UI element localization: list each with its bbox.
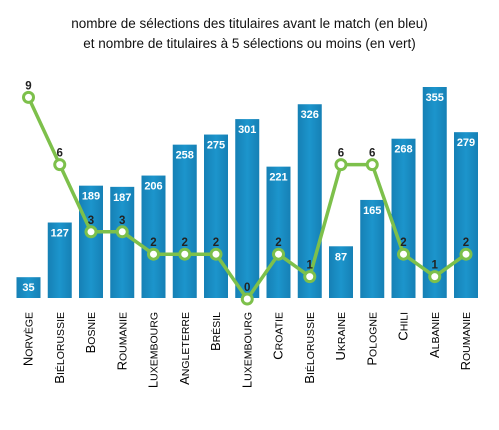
category-label: LUXEMBOURG — [239, 312, 254, 388]
bar — [360, 199, 385, 298]
bar — [16, 277, 41, 298]
chart-title-line-2: et nombre de titulaires à 5 sélections o… — [83, 36, 416, 51]
point-value-label: 1 — [432, 260, 439, 272]
bar-value-label: 279 — [457, 137, 475, 149]
bar — [47, 222, 72, 298]
line-point — [147, 247, 160, 261]
point-value-label: 6 — [57, 148, 63, 160]
bar — [391, 138, 416, 298]
point-value-label: 2 — [213, 237, 219, 249]
bar-value-label: 127 — [51, 228, 69, 240]
line-point — [53, 158, 67, 172]
bar-value-label: 301 — [238, 124, 256, 136]
bar — [172, 144, 197, 298]
category-label: BIÉLORUSSIE — [302, 312, 317, 384]
category-label: UKRAINE — [333, 312, 348, 360]
line-point — [209, 247, 223, 261]
bar — [329, 246, 353, 298]
bar-value-label: 326 — [301, 109, 319, 121]
bar-value-label: 275 — [207, 140, 225, 152]
chart-title: nombre de sélections des titulaires avan… — [0, 14, 499, 54]
category-label: ANGLETERRE — [177, 312, 192, 385]
category-label: NORVÈGE — [21, 312, 36, 366]
bar-value-label: 35 — [22, 282, 34, 294]
line-point — [272, 247, 285, 261]
bar-value-label: 87 — [335, 251, 347, 263]
bar-value-label: 187 — [113, 192, 131, 204]
bar — [204, 134, 228, 298]
chart-title-line-1: nombre de sélections des titulaires avan… — [71, 16, 428, 31]
line-point — [178, 247, 192, 261]
line-point — [303, 270, 317, 284]
line-point — [365, 158, 379, 172]
bar — [141, 175, 166, 298]
bar — [79, 185, 103, 298]
bar-value-label: 268 — [394, 144, 412, 156]
line-point — [428, 270, 442, 284]
point-value-label: 3 — [119, 215, 125, 227]
bar-value-label: 165 — [363, 205, 381, 217]
line-point — [84, 225, 98, 239]
bar — [297, 104, 322, 298]
point-value-label: 2 — [275, 237, 281, 249]
bar — [422, 87, 447, 298]
point-value-label: 2 — [182, 237, 188, 249]
category-label: POLOGNE — [364, 312, 379, 366]
bar-value-label: 355 — [426, 92, 444, 104]
bar — [266, 166, 291, 298]
category-label: LUXEMBOURG — [146, 312, 161, 388]
category-label: ROUMANIE — [458, 312, 473, 370]
point-value-label: 0 — [244, 282, 250, 294]
bar-value-label: 189 — [82, 191, 100, 203]
category-label: ROUMANIE — [114, 312, 129, 370]
point-value-label: 2 — [150, 237, 156, 249]
bar-value-label: 206 — [144, 181, 162, 193]
line-point — [240, 292, 254, 306]
category-label: BIÉLORUSSIE — [52, 312, 67, 384]
point-value-label: 1 — [307, 260, 314, 272]
point-value-label: 6 — [338, 148, 344, 160]
point-value-label: 2 — [400, 237, 406, 249]
line-point — [397, 247, 410, 261]
category-label: BOSNIE — [83, 312, 98, 353]
point-value-label: 2 — [463, 237, 469, 249]
bar — [454, 132, 478, 298]
bar — [235, 119, 260, 299]
line-point — [22, 90, 35, 104]
point-value-label: 3 — [88, 215, 94, 227]
point-value-label: 6 — [369, 148, 375, 160]
category-label: CHILI — [396, 312, 411, 341]
bar-value-label: 258 — [176, 150, 194, 162]
line-point — [334, 158, 348, 172]
line-point — [459, 247, 473, 261]
bar-value-label: 221 — [269, 172, 287, 184]
category-label: ALBANIE — [427, 312, 442, 358]
bar — [110, 186, 135, 298]
category-label: CROATIE — [271, 312, 286, 360]
point-value-label: 9 — [25, 80, 31, 92]
category-label: BRÉSIL — [208, 312, 223, 351]
line-point — [115, 225, 129, 239]
